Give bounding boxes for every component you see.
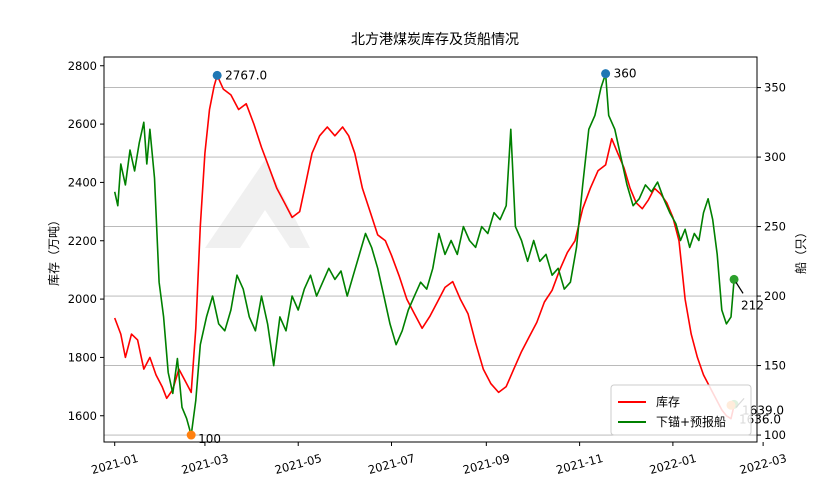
series-line-1 <box>113 72 735 436</box>
series-layer <box>113 72 735 436</box>
y-axis-right-label: 船（只） <box>794 226 808 274</box>
annotation-marker-0 <box>212 70 222 80</box>
x-tick-label-2: 2021-05 <box>273 451 323 477</box>
x-tick-label-0: 2021-01 <box>90 451 140 477</box>
annotation-arrow-3 <box>735 282 744 294</box>
series-line-0 <box>113 74 735 420</box>
y-right-tick-label-5: 350 <box>764 81 786 95</box>
x-tick-label-4: 2021-09 <box>461 451 511 477</box>
y-right-tick-label-1: 150 <box>764 359 786 373</box>
y-right-tick-label-3: 250 <box>764 220 786 234</box>
x-tick-label-7: 2022-03 <box>738 451 788 477</box>
y-right-tick-label-2: 200 <box>764 289 786 303</box>
annotation-marker-3 <box>729 274 739 284</box>
y-left-tick-label-5: 2600 <box>68 117 97 131</box>
annotation-marker-1 <box>186 430 196 440</box>
watermark <box>205 160 310 248</box>
y-left-tick-label-2: 2000 <box>68 292 97 306</box>
annotation-marker-2 <box>601 69 611 79</box>
y-axis-left: 1600 1800 2000 2200 2400 2600 2800 <box>68 59 104 423</box>
grid <box>104 87 757 436</box>
x-tick-label-1: 2021-03 <box>180 451 230 477</box>
chart-title: 北方港煤炭库存及货船情况 <box>351 31 519 48</box>
y-left-tick-label-3: 2200 <box>68 234 97 248</box>
x-tick-label-5: 2021-11 <box>555 451 605 477</box>
annotation-label-2: 360 <box>614 67 637 81</box>
y-left-tick-label-4: 2400 <box>68 175 97 189</box>
x-tick-label-6: 2022-01 <box>648 451 698 477</box>
legend-label-1: 下锚+预报船 <box>656 414 726 429</box>
x-axis: 2021-01 2021-03 2021-05 2021-07 2021-09 2021-… <box>90 442 788 477</box>
legend: 库存 下锚+预报船 <box>610 384 752 436</box>
y-right-tick-label-4: 300 <box>764 150 786 164</box>
legend-label-0: 库存 <box>656 394 680 409</box>
plot-frame <box>103 56 758 443</box>
y-left-tick-label-6: 2800 <box>68 59 97 73</box>
y-left-tick-label-1: 1800 <box>68 350 97 364</box>
y-axis-right: 100 150 200 250 300 350 <box>757 81 786 442</box>
y-right-tick-label-0: 100 <box>764 428 786 442</box>
annotation-label-3: 212 <box>741 298 764 312</box>
y-left-tick-label-0: 1600 <box>68 409 97 423</box>
annotation-label-1: 100 <box>198 432 221 446</box>
annotation-label-4: 1639.0 <box>742 403 784 417</box>
watermark-logo <box>205 160 310 248</box>
y-axis-left-label: 库存（万吨） <box>46 214 61 286</box>
annotation-label-0: 2767.0 <box>225 68 267 82</box>
x-tick-label-3: 2021-07 <box>366 451 416 477</box>
